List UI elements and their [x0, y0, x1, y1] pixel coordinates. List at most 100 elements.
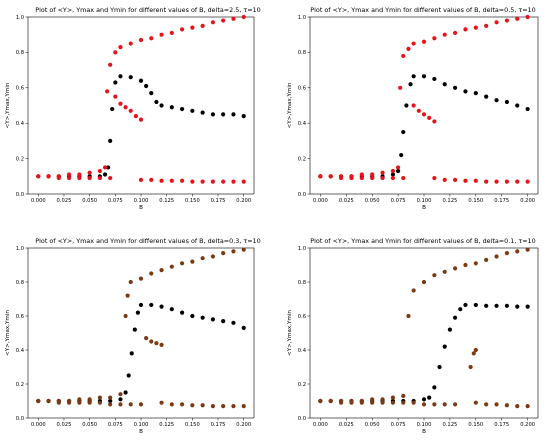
data-point-mean: [138, 302, 144, 308]
series-mean: [318, 302, 530, 404]
series-max: [318, 247, 530, 404]
data-point-mean: [123, 390, 128, 395]
data-point-mean: [128, 75, 133, 80]
data-point-mean: [179, 106, 185, 112]
y-tick-label: 0.6: [16, 86, 24, 92]
series-mean: [36, 74, 246, 179]
data-point-min: [473, 178, 478, 183]
x-tick-label: 0.100: [134, 198, 149, 204]
data-point-max: [108, 62, 113, 67]
y-tick-label: 1.0: [16, 15, 24, 21]
x-tick-label: 0.125: [159, 422, 174, 428]
data-point-mean: [442, 82, 447, 87]
data-point-min: [128, 108, 133, 113]
data-point-max: [97, 395, 103, 400]
data-point-max: [169, 30, 174, 36]
data-point-mean: [169, 307, 174, 312]
chart-panel-1: Plot of <Y>, Ymax and Ymin for different…: [5, 6, 261, 211]
data-point-min: [200, 179, 205, 184]
data-point-mean: [442, 344, 447, 349]
data-point-min: [133, 114, 138, 119]
data-point-mean: [231, 320, 236, 325]
data-point-max: [452, 30, 458, 36]
data-point-min: [468, 364, 473, 370]
data-point-mean: [129, 351, 134, 356]
data-point-max: [87, 397, 92, 402]
data-point-mean: [190, 313, 195, 319]
data-point-mean: [395, 168, 401, 174]
data-point-min: [349, 175, 354, 181]
data-point-min: [338, 400, 344, 405]
data-point-mean: [231, 112, 236, 117]
data-point-mean: [437, 364, 442, 370]
data-point-max: [401, 393, 406, 398]
data-point-min: [484, 179, 489, 184]
data-point-max: [221, 251, 226, 256]
data-point-min: [432, 402, 437, 407]
data-point-max: [421, 279, 427, 285]
data-point-max: [504, 18, 510, 23]
data-point-max: [442, 32, 447, 37]
data-point-min: [416, 108, 421, 113]
series-mean: [36, 302, 246, 404]
data-point-mean: [210, 317, 216, 322]
data-point-min: [138, 117, 144, 122]
data-point-min: [525, 179, 530, 184]
data-point-min: [349, 400, 354, 405]
y-tick-label: 0.0: [298, 192, 306, 198]
data-point-mean: [408, 82, 413, 87]
data-point-mean: [411, 74, 416, 79]
data-point-max: [221, 18, 226, 23]
chart-panel-4: Plot of <Y>, Ymax and Ymin for different…: [287, 237, 539, 435]
x-tick-label: 0.150: [468, 198, 483, 204]
data-point-min: [359, 400, 364, 405]
data-point-min: [56, 400, 61, 405]
x-tick-label: 0.125: [159, 198, 174, 204]
data-point-mean: [200, 315, 205, 320]
data-point-mean: [399, 152, 404, 158]
data-point-max: [463, 27, 468, 32]
data-point-mean: [113, 80, 118, 85]
data-point-min: [221, 404, 226, 409]
data-point-mean: [126, 373, 131, 378]
x-tick-label: 0.050: [365, 198, 380, 204]
data-point-max: [515, 249, 520, 254]
x-tick-label: 0.025: [57, 422, 72, 428]
data-point-min: [66, 400, 72, 405]
x-tick-label: 0.175: [211, 422, 226, 428]
data-point-mean: [494, 303, 499, 308]
data-point-max: [123, 313, 128, 319]
y-axis-label: <Y>,Ymax,Ymin: [287, 310, 293, 356]
data-point-min: [471, 351, 476, 356]
data-point-min: [66, 175, 72, 181]
y-tick-label: 0.0: [298, 416, 306, 422]
chart-title: Plot of <Y>, Ymax and Ymin for different…: [310, 237, 535, 245]
data-point-min: [113, 94, 118, 99]
x-tick-label: 0.000: [313, 198, 328, 204]
series-mean: [318, 74, 530, 179]
data-point-max: [494, 254, 499, 259]
chart-title: Plot of <Y>, Ymax and Ymin for different…: [35, 237, 260, 245]
data-point-min: [123, 105, 128, 110]
data-point-max: [87, 170, 92, 175]
data-point-min: [221, 179, 226, 184]
y-axis-label: <Y>,Ymax,Ymin: [5, 310, 11, 356]
data-point-min: [149, 339, 154, 344]
data-point-min: [159, 178, 164, 183]
data-point-min: [118, 402, 123, 407]
x-tick-label: 0.075: [108, 198, 123, 204]
data-point-mean: [421, 74, 427, 79]
data-point-min: [515, 404, 520, 409]
data-point-mean: [200, 110, 205, 115]
data-point-min: [36, 398, 41, 404]
data-point-min: [36, 174, 41, 179]
data-point-min: [231, 179, 236, 184]
y-tick-label: 0.2: [16, 156, 24, 162]
data-point-max: [97, 168, 103, 174]
data-point-mean: [221, 112, 226, 117]
data-point-min: [190, 403, 195, 408]
data-point-mean: [525, 304, 530, 309]
x-axis-label: B: [422, 205, 426, 211]
data-point-min: [504, 179, 510, 184]
